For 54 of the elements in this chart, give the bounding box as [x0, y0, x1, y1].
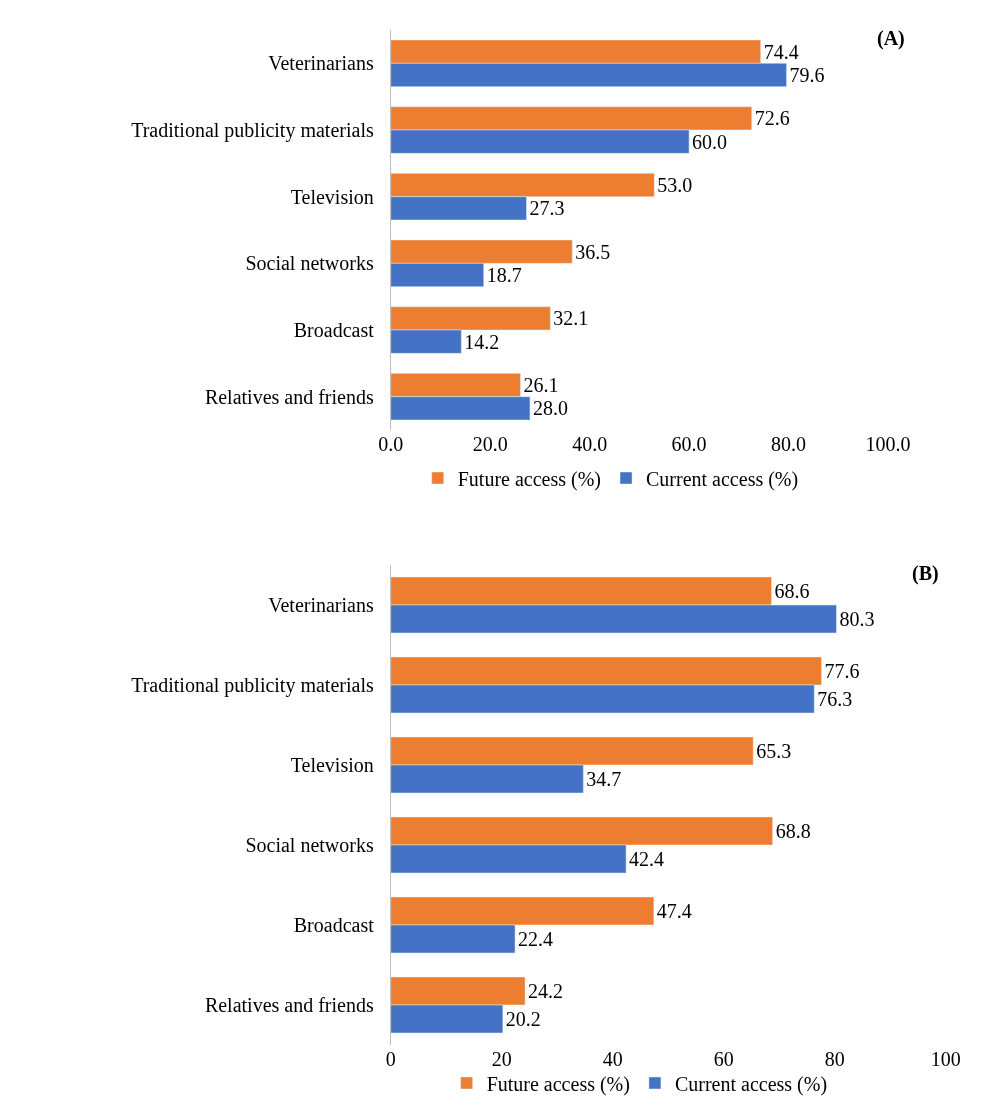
- chart-title: (B): [912, 562, 939, 585]
- y-tick-label: Broadcast: [293, 319, 375, 341]
- data-label: 22.4: [518, 928, 554, 950]
- data-label: 76.3: [817, 688, 853, 710]
- data-label: 79.6: [789, 64, 825, 86]
- data-label: 42.4: [629, 848, 665, 870]
- y-tick-label: Traditional publicity materials: [131, 119, 374, 142]
- data-label: 53.0: [657, 174, 693, 196]
- x-tick-label: 100: [930, 1048, 961, 1070]
- x-tick-label: 40.0: [572, 433, 608, 455]
- data-label: 68.6: [774, 580, 810, 602]
- data-label: 18.7: [486, 264, 522, 286]
- data-label: 74.4: [763, 40, 799, 63]
- data-label: 36.5: [575, 240, 611, 263]
- x-tick-label: 100.0: [865, 433, 911, 455]
- x-tick-label: 20: [491, 1048, 512, 1070]
- data-label: 77.6: [824, 660, 860, 682]
- y-tick-label: Veterinarians: [268, 594, 374, 616]
- data-label: 24.2: [528, 980, 564, 1002]
- x-tick-label: 0: [385, 1048, 396, 1070]
- y-tick-label: Relatives and friends: [204, 994, 374, 1016]
- data-label: 65.3: [756, 740, 792, 762]
- data-label: 27.3: [529, 197, 565, 220]
- legend-label: Current access (%): [646, 467, 799, 491]
- y-tick-label: Relatives and friends: [204, 385, 374, 408]
- x-tick-label: 20.0: [472, 433, 508, 455]
- x-tick-label: 0.0: [378, 433, 404, 455]
- y-tick-label: Social networks: [245, 252, 374, 275]
- data-label: 47.4: [656, 900, 692, 922]
- y-tick-label: Broadcast: [293, 914, 375, 936]
- data-label: 14.2: [464, 330, 500, 353]
- legend-label: Current access (%): [674, 1072, 828, 1096]
- data-label: 28.0: [532, 397, 568, 420]
- y-tick-label: Television: [290, 754, 374, 776]
- data-label: 80.3: [839, 608, 875, 630]
- x-tick-label: 60: [713, 1048, 734, 1070]
- x-tick-label: 80: [824, 1048, 845, 1070]
- y-tick-label: Traditional publicity materials: [131, 674, 374, 697]
- x-tick-label: 80.0: [771, 433, 807, 455]
- y-tick-label: Social networks: [245, 834, 374, 856]
- chart-title: (A): [877, 27, 905, 50]
- legend-label: Future access (%): [486, 1072, 630, 1096]
- y-tick-label: Veterinarians: [268, 52, 374, 75]
- x-tick-label: 60.0: [671, 433, 707, 455]
- data-label: 34.7: [586, 768, 622, 790]
- data-label: 20.2: [505, 1008, 541, 1030]
- data-label: 26.1: [523, 374, 559, 396]
- data-label: 68.8: [775, 820, 811, 842]
- data-label: 72.6: [754, 107, 790, 130]
- x-tick-label: 40: [602, 1048, 623, 1070]
- data-label: 32.1: [553, 307, 589, 330]
- y-tick-label: Television: [290, 185, 374, 208]
- data-label: 60.0: [692, 130, 728, 153]
- legend-label: Future access (%): [457, 467, 602, 491]
